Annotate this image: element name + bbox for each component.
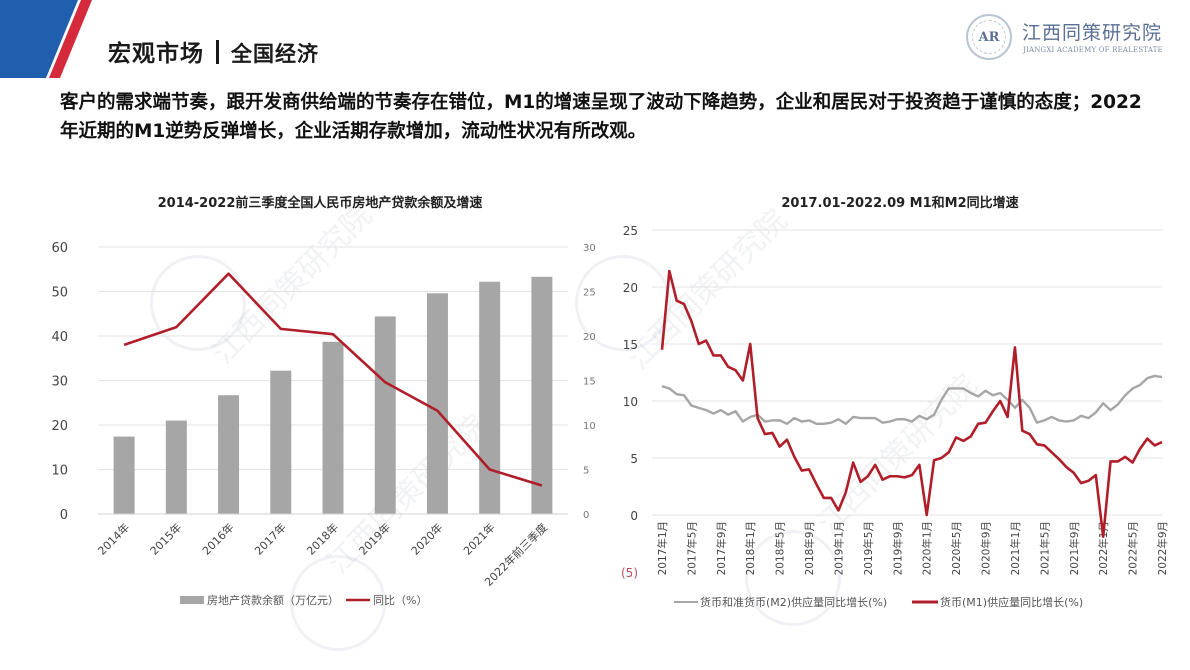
- x-tick-label: 2021年1月: [1009, 521, 1022, 575]
- legend-bar-label: 房地产贷款余额（万亿元）: [207, 593, 339, 607]
- bar: [165, 420, 187, 514]
- x-tick-label: 2017年1月: [656, 521, 669, 575]
- y-tick: 25: [623, 224, 638, 238]
- x-tick-label: 2022年9月: [1156, 521, 1169, 575]
- right-chart-title: 2017.01-2022.09 M1和M2同比增速: [781, 196, 1019, 211]
- x-tick-label: 2022年1月: [1097, 521, 1110, 575]
- legend-line-label: 同比（%）: [373, 594, 427, 607]
- bar: [218, 395, 240, 514]
- loan-balance-chart: 0 10 20 30 40 50 60 0 5 10 15 20 25 30 2014年 2015年 2016年…: [51, 241, 596, 607]
- page-title: 宏观市场 全国经济: [108, 34, 319, 68]
- summary-text: 客户的需求端节奏，跟开发商供给端的节奏存在错位，M1的增速呈现了波动下降趋势，企…: [60, 92, 1142, 142]
- seal-text: AR: [972, 20, 1006, 54]
- x-tick-label: 2018年9月: [803, 521, 816, 575]
- bar: [322, 341, 344, 514]
- legend-m2-label: 货币和准货币(M2)供应量同比增长(%): [700, 595, 887, 609]
- x-tick-label: 2014年: [95, 520, 132, 557]
- title-separator: [216, 40, 219, 64]
- x-tick-label: 2019年: [356, 520, 393, 557]
- y-tick: 10: [623, 395, 638, 409]
- y-right-tick: 20: [583, 332, 596, 343]
- x-tick-label: 2020年1月: [921, 521, 934, 575]
- brand-logo: AR 江西同策研究院 JIANGXI ACADEMY OF REALESTATE: [966, 12, 1181, 64]
- bar: [479, 281, 501, 514]
- x-tick-label: 2017年5月: [685, 521, 698, 575]
- y-tick: (5): [621, 566, 638, 580]
- y-right-tick: 0: [583, 510, 589, 521]
- y-left-tick: 20: [51, 419, 68, 434]
- y-tick: 5: [630, 452, 638, 466]
- y-tick: 20: [623, 281, 638, 295]
- y-left-tick: 30: [51, 375, 68, 390]
- x-tick-label: 2022年5月: [1127, 521, 1140, 575]
- x-tick-label: 2019年5月: [862, 521, 875, 575]
- y-left-tick: 40: [51, 330, 68, 345]
- y-left-tick: 50: [51, 286, 68, 301]
- x-tick-label: 2015年: [147, 520, 184, 557]
- legend-m1-label: 货币(M1)供应量同比增长(%): [940, 595, 1083, 609]
- x-tick-label: 2019年9月: [891, 521, 904, 575]
- bar: [270, 370, 292, 514]
- x-tick-label: 2018年: [304, 520, 341, 557]
- y-left-tick: 0: [60, 508, 68, 523]
- y-left-tick: 60: [51, 241, 68, 256]
- m1-line: [660, 269, 1163, 538]
- yoy-line: [123, 272, 543, 487]
- bar: [113, 436, 135, 514]
- x-tick-label: 2021年9月: [1068, 521, 1081, 575]
- x-tick-label: 2021年: [460, 520, 497, 557]
- x-tick-label: 2016年: [199, 520, 236, 557]
- x-tick-label: 2018年5月: [774, 521, 787, 575]
- x-tick-label: 2020年9月: [980, 521, 993, 575]
- y-tick: 15: [623, 338, 638, 352]
- x-tick-label: 2017年: [251, 520, 288, 557]
- y-tick: 0: [630, 509, 638, 523]
- seal-icon: AR: [966, 14, 1012, 60]
- y-right-tick: 5: [583, 466, 589, 477]
- legend-bar-swatch: [180, 596, 204, 604]
- logo-name-cn: 江西同策研究院: [1022, 22, 1163, 44]
- m2-line: [661, 374, 1163, 426]
- left-chart-title: 2014-2022前三季度全国人民币房地产贷款余额及增速: [157, 196, 483, 211]
- y-right-tick: 10: [583, 421, 596, 432]
- header-banner: [0, 0, 92, 78]
- x-tick-label: 2017年9月: [715, 521, 728, 575]
- x-tick-label: 2021年5月: [1038, 521, 1051, 575]
- logo-name-en: JIANGXI ACADEMY OF REALESTATE: [1023, 46, 1163, 54]
- y-right-tick: 25: [583, 288, 596, 299]
- page-title-main: 宏观市场: [108, 41, 204, 67]
- page-title-sub: 全国经济: [231, 42, 319, 66]
- y-left-tick: 10: [51, 464, 68, 479]
- y-right-tick: 30: [583, 243, 596, 254]
- x-tick-label: 2020年: [408, 520, 445, 557]
- y-right-tick: 15: [583, 377, 596, 388]
- x-tick-label: 2019年1月: [832, 521, 845, 575]
- bar: [531, 276, 553, 514]
- bar: [374, 316, 396, 514]
- x-tick-label: 2018年1月: [744, 521, 757, 575]
- m1-m2-growth-chart: 25 20 15 10 5 0 (5) 2017年1月 2017年5月 2017年9月 2018年1…: [621, 224, 1169, 609]
- bar: [426, 293, 448, 514]
- x-tick-label: 2020年5月: [950, 521, 963, 575]
